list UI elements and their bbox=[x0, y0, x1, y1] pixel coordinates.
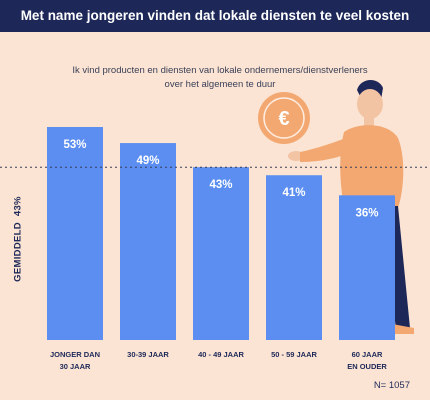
neck-shape bbox=[364, 116, 374, 126]
category-label: 40 - 49 JAAR bbox=[198, 350, 244, 359]
category-label: 60 JAAR bbox=[352, 350, 383, 359]
labels-layer: 53% JONGER DAN 30 JAAR 49% 30-39 JAAR 43% 40 -… bbox=[50, 139, 387, 371]
bar-value-label: 41% bbox=[282, 187, 305, 199]
bar-value-label: 36% bbox=[355, 207, 378, 219]
chart-subtitle: Ik vind producten en diensten van lokale… bbox=[60, 64, 380, 92]
subtitle-line-1: Ik vind producten en diensten van lokale… bbox=[72, 65, 368, 76]
bar-value-label: 49% bbox=[136, 155, 159, 167]
euro-symbol: € bbox=[278, 108, 289, 130]
bar-5 bbox=[339, 195, 395, 340]
bar-value-label: 43% bbox=[209, 179, 232, 191]
bar-3 bbox=[193, 167, 249, 340]
torso-shape bbox=[340, 125, 404, 208]
sample-size-note: N= 1057 bbox=[373, 380, 410, 391]
bar-2 bbox=[120, 143, 176, 340]
header-bar bbox=[0, 0, 430, 32]
bar-1 bbox=[47, 127, 103, 340]
coin-ring bbox=[263, 97, 305, 139]
bar-value-label: 53% bbox=[63, 139, 86, 151]
subtitle-line-2: over het algemeen te duur bbox=[164, 79, 276, 90]
category-label: 50 - 59 JAAR bbox=[271, 350, 317, 359]
bar-4 bbox=[266, 175, 322, 340]
head-shape bbox=[357, 89, 383, 119]
chart-title: Met name jongeren vinden dat lokale dien… bbox=[20, 8, 410, 23]
shoe-icon bbox=[392, 324, 414, 334]
category-label: EN OUDER bbox=[347, 362, 387, 371]
category-label: 30 JAAR bbox=[60, 362, 91, 371]
bars-layer bbox=[47, 127, 395, 340]
coin-icon bbox=[258, 92, 310, 144]
category-label: 30-39 JAAR bbox=[127, 350, 169, 359]
category-label: JONGER DAN bbox=[50, 350, 100, 359]
